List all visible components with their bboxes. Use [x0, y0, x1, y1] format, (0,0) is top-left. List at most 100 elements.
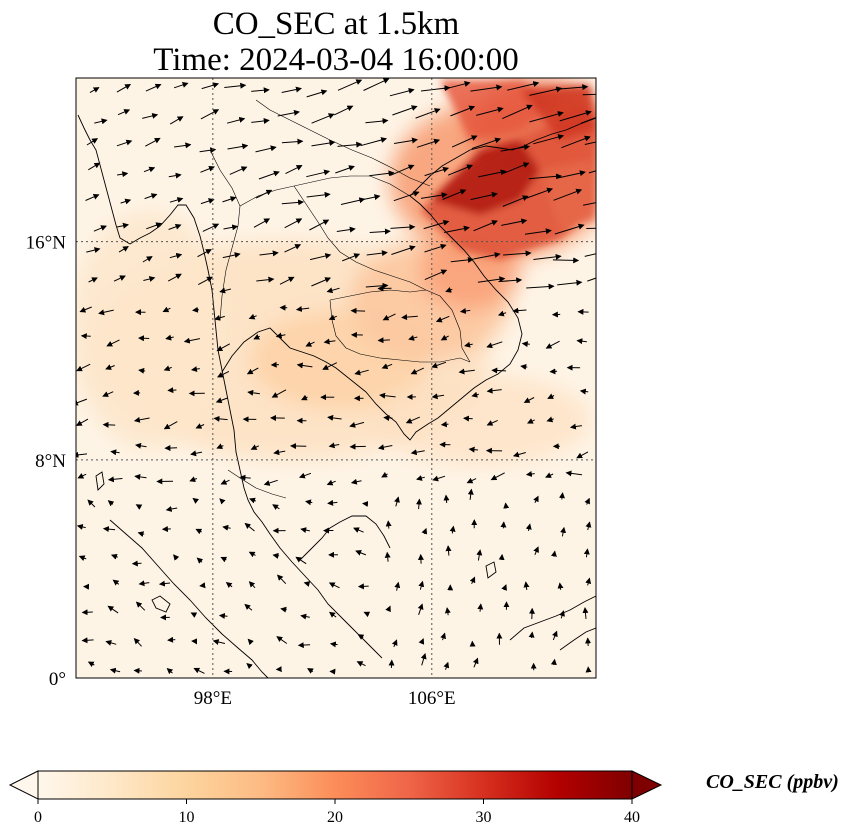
wind-arrow [281, 86, 302, 93]
wind-arrow [253, 334, 261, 340]
wind-arrow [418, 580, 425, 590]
wind-arrow [467, 488, 474, 500]
wind-arrow [526, 418, 535, 424]
wind-arrow [222, 196, 237, 203]
wind-arrow [366, 250, 388, 257]
wind-arrow [360, 137, 388, 147]
wind-arrow [298, 472, 312, 479]
wind-arrow [420, 652, 427, 666]
wind-arrow [533, 134, 565, 145]
wind-arrow [277, 574, 287, 585]
wind-arrow [276, 636, 288, 644]
wind-arrow [98, 309, 114, 316]
wind-arrow [442, 189, 467, 200]
wind-arrow [138, 335, 150, 342]
wind-arrow [552, 630, 558, 641]
wind-arrow [533, 495, 539, 504]
longitude-tick-labels: 98°E 106°E [194, 688, 456, 709]
wind-arrow [218, 612, 228, 619]
wind-arrow [117, 171, 129, 178]
wind-arrow [415, 108, 441, 119]
wind-arrow [87, 661, 95, 668]
wind-arrow [120, 198, 132, 205]
lon-tick-label: 106°E [408, 688, 456, 709]
wind-arrow [309, 219, 330, 231]
wind-arrow [576, 338, 587, 345]
wind-arrow [328, 314, 337, 321]
wind-arrow [146, 222, 163, 230]
wind-arrow [579, 388, 589, 395]
wind-arrow [145, 83, 162, 92]
wind-arrow [305, 341, 315, 347]
wind-arrow [173, 554, 180, 561]
wind-arrow [365, 118, 389, 125]
wind-arrow [390, 224, 416, 231]
wind-arrow [528, 631, 535, 638]
wind-arrow [213, 415, 228, 422]
wind-arrow [469, 576, 476, 585]
wind-arrow [328, 442, 340, 449]
map-frame [75, 77, 597, 679]
wind-arrow [450, 105, 476, 117]
wind-arrow [550, 550, 557, 557]
wind-arrow [272, 504, 280, 510]
wind-arrow [195, 423, 205, 429]
wind-arrow [81, 637, 94, 644]
co-sec-concentration-field [76, 78, 596, 678]
wind-arrow [476, 106, 504, 116]
wind-arrow [305, 499, 313, 506]
wind-arrow [197, 249, 212, 258]
wind-arrow [284, 218, 303, 229]
wind-arrow [225, 581, 233, 589]
wind-arrow [385, 520, 392, 529]
wind-arrow [76, 523, 86, 530]
wind-arrow [557, 279, 583, 286]
wind-arrow [255, 189, 273, 199]
wind-arrow [390, 164, 415, 176]
wind-arrow [472, 657, 479, 668]
wind-arrow [219, 498, 226, 505]
wind-arrow [584, 253, 596, 257]
wind-arrow [523, 581, 530, 590]
wind-arrow [199, 582, 206, 589]
wind-arrow [143, 166, 156, 173]
wind-arrow [110, 553, 118, 560]
wind-arrow [79, 306, 92, 313]
wind-arrow [381, 363, 393, 370]
wind-arrow [569, 423, 582, 430]
wind-arrow [554, 223, 585, 235]
wind-arrow [432, 475, 446, 482]
wind-arrow [76, 418, 89, 426]
wind-arrow [200, 165, 215, 173]
wind-arrow [80, 333, 91, 340]
wind-arrow [116, 222, 129, 229]
wind-arrow [415, 498, 422, 510]
wind-arrow [307, 668, 314, 674]
wind-arrow [408, 335, 418, 341]
wind-arrow [576, 451, 589, 459]
wind-arrow [501, 218, 528, 226]
wind-arrow [336, 226, 356, 233]
wind-arrow [326, 287, 340, 294]
wind-arrow [552, 257, 580, 264]
wind-arrow [89, 87, 100, 94]
wind-arrow [198, 276, 213, 286]
wind-arrow [565, 470, 582, 477]
wind-arrow [142, 256, 153, 263]
wind-arrow [285, 165, 303, 175]
wind-arrow [137, 531, 145, 537]
wind-arrow [88, 277, 98, 283]
wind-arrow [135, 504, 143, 510]
wind-arrow [77, 473, 87, 479]
wind-arrow [166, 667, 174, 675]
wind-arrow [501, 584, 507, 591]
wind-arrow [486, 341, 503, 349]
wind-arrow [247, 638, 254, 646]
wind-arrow [394, 496, 400, 507]
wind-arrow [244, 603, 253, 611]
wind-arrow [556, 170, 586, 179]
wind-arrow [392, 105, 418, 116]
wind-arrow [337, 141, 363, 148]
wind-arrow [220, 556, 228, 563]
